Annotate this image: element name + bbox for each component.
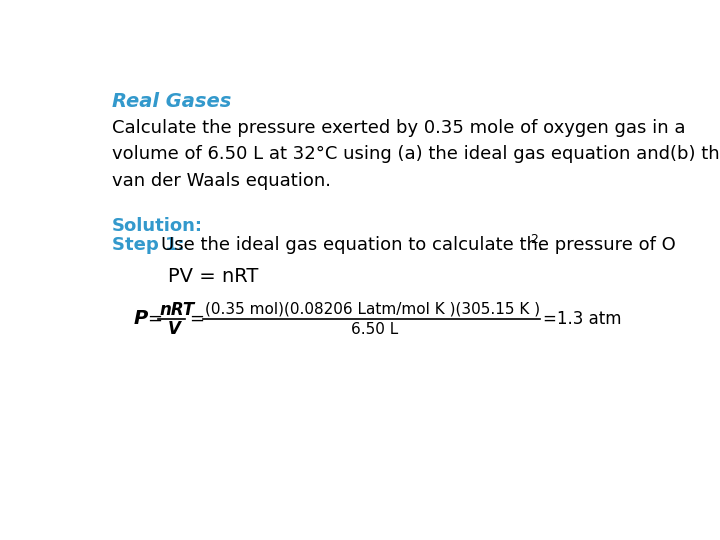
Text: .: . — [537, 236, 543, 254]
Text: =: = — [148, 310, 162, 328]
Text: V: V — [168, 320, 181, 338]
Text: (0.35 mol)(0.08206 Latm/mol K )(305.15 K ): (0.35 mol)(0.08206 Latm/mol K )(305.15 K… — [204, 301, 540, 316]
Text: Calculate the pressure exerted by 0.35 mole of oxygen gas in a
volume of 6.50 L : Calculate the pressure exerted by 0.35 m… — [112, 119, 720, 190]
Text: =: = — [189, 310, 204, 328]
Text: nRT: nRT — [160, 301, 195, 319]
Text: Real Gases: Real Gases — [112, 92, 231, 111]
Text: 6.50 L: 6.50 L — [351, 322, 398, 337]
Text: $\bfit{P}$: $\bfit{P}$ — [132, 309, 148, 328]
Text: Use the ideal gas equation to calculate the pressure of O: Use the ideal gas equation to calculate … — [161, 236, 675, 254]
Text: 2: 2 — [530, 233, 538, 246]
Text: Step 1:: Step 1: — [112, 236, 184, 254]
Text: Solution:: Solution: — [112, 217, 203, 235]
Text: PV = nRT: PV = nRT — [168, 267, 258, 286]
Text: =1.3 atm: =1.3 atm — [544, 310, 622, 328]
